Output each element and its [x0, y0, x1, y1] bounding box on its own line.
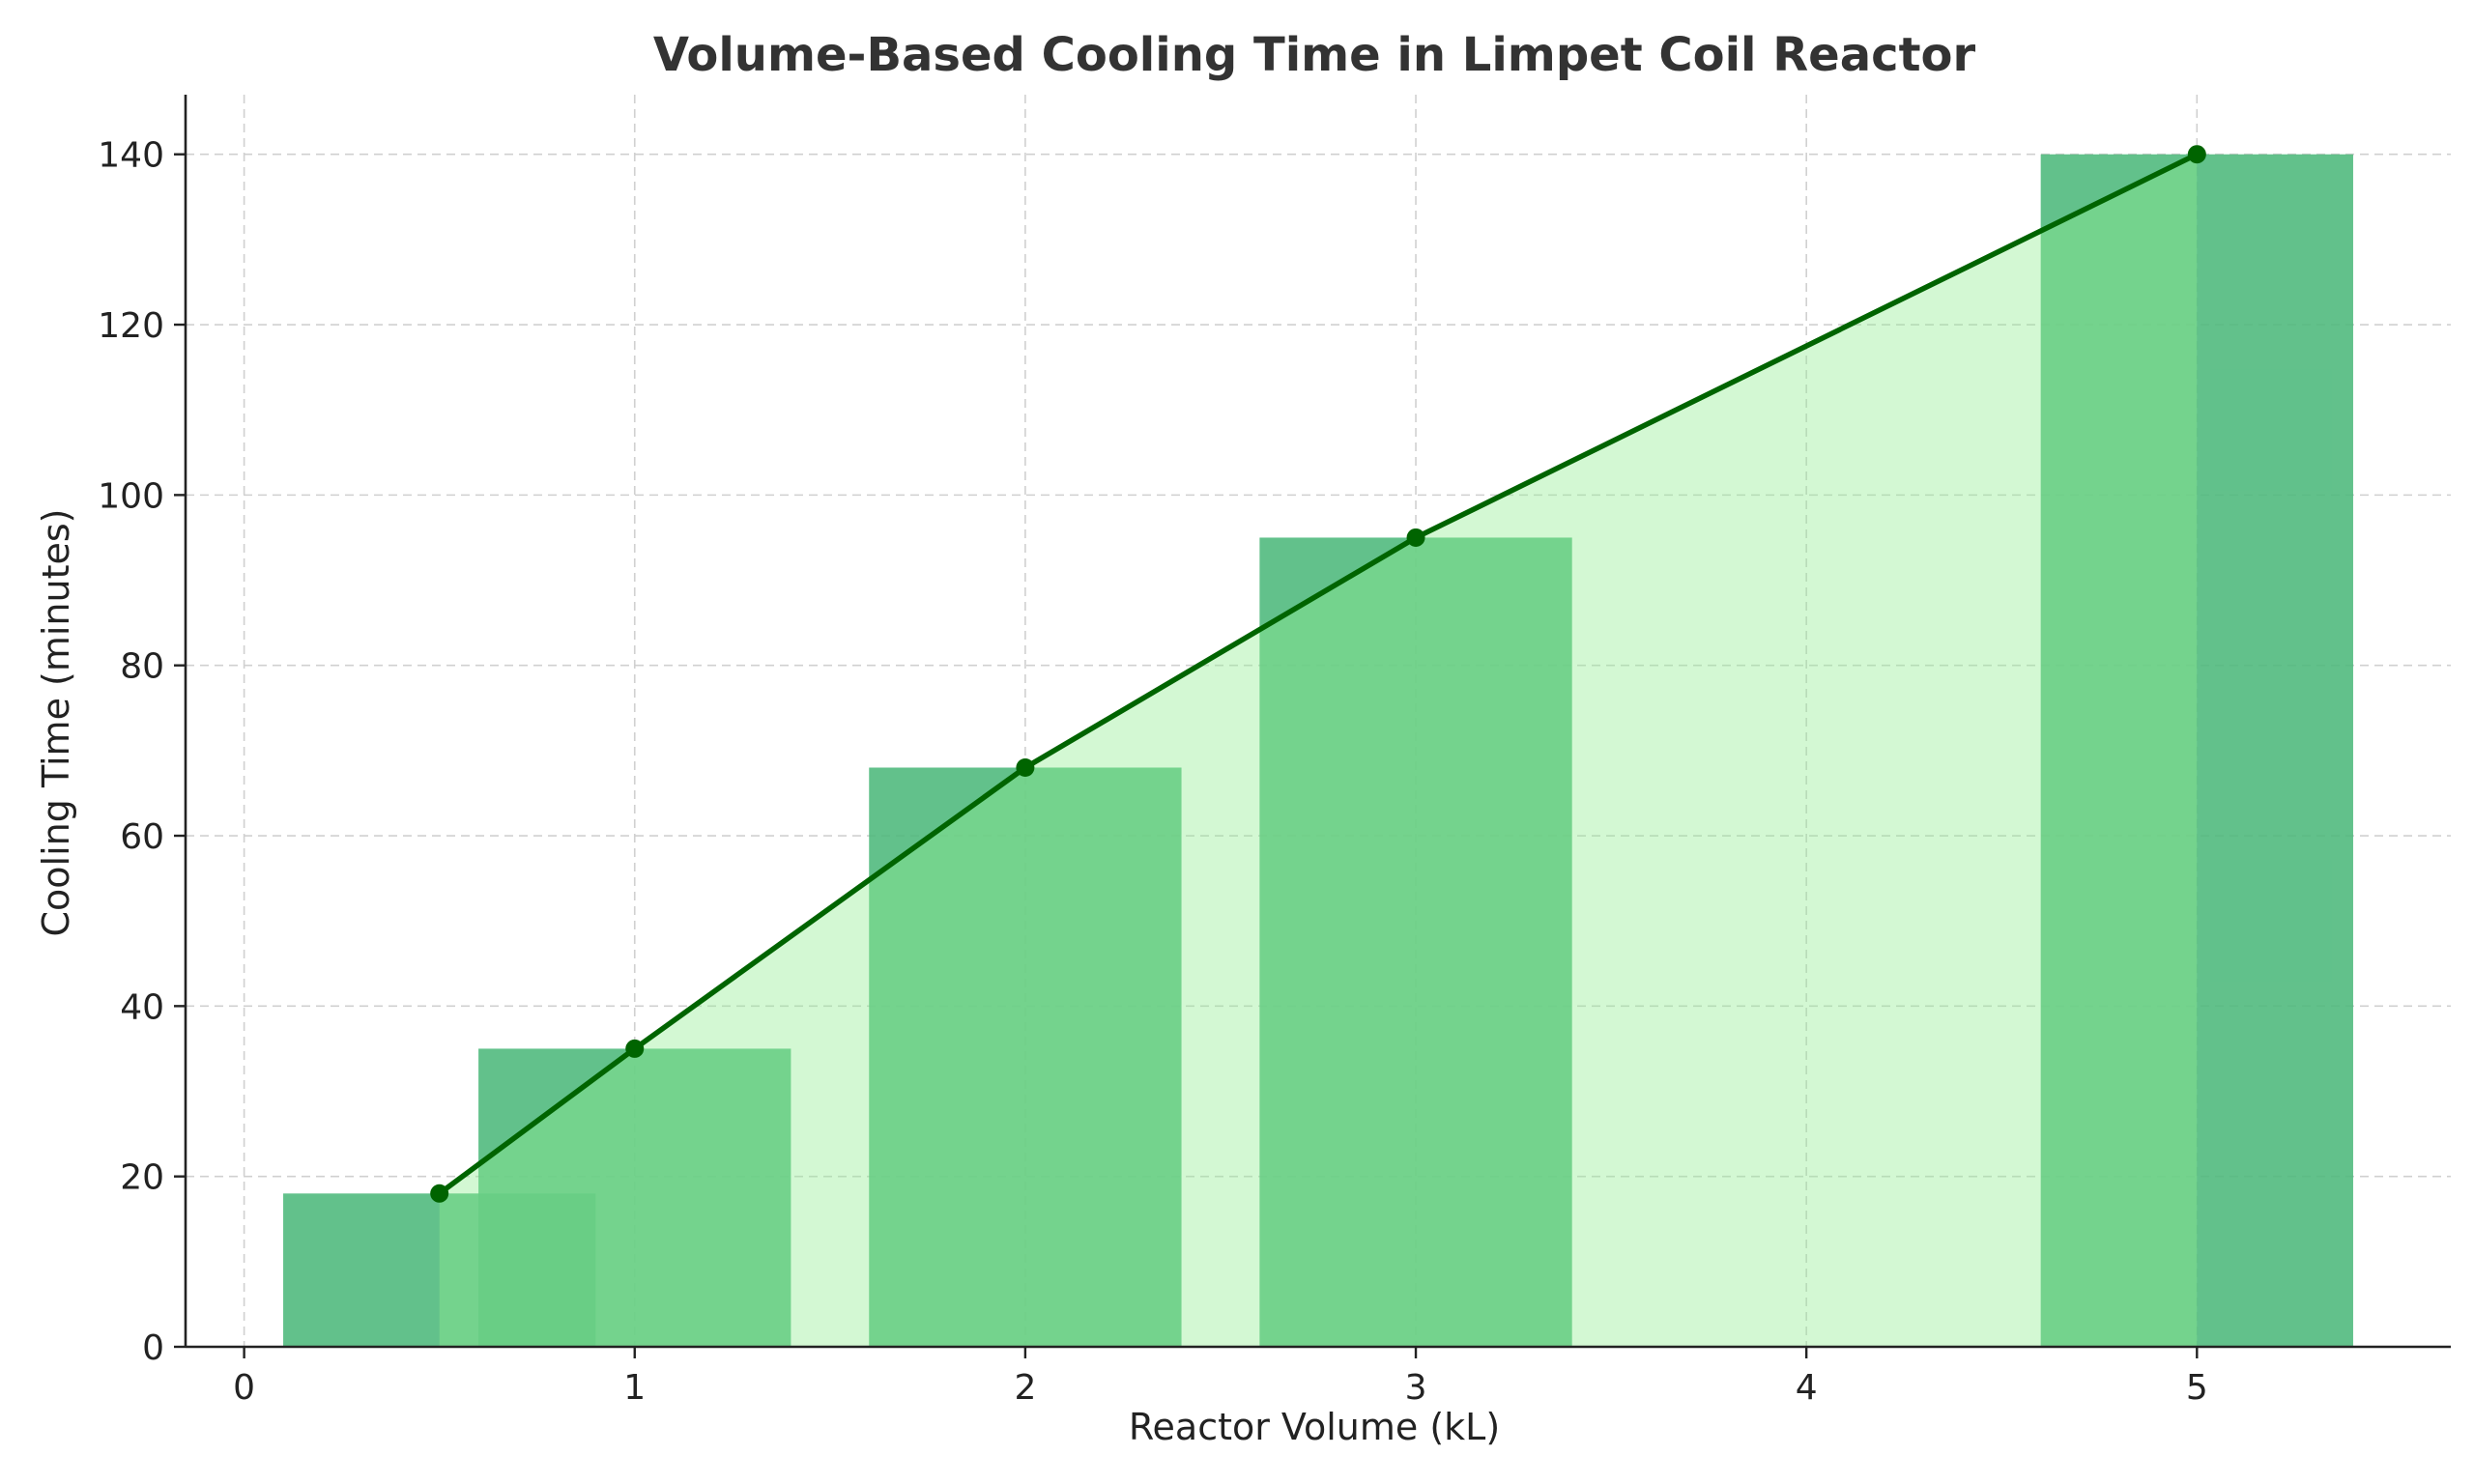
bar	[478, 1048, 791, 1347]
x-tick-label: 0	[233, 1368, 255, 1408]
x-axis-label: Reactor Volume (kL)	[1129, 1406, 1500, 1448]
y-tick-label: 0	[142, 1328, 164, 1368]
y-axis-label: Cooling Time (minutes)	[35, 509, 77, 937]
area-fill-path	[439, 154, 2198, 1348]
y-tick-label: 140	[98, 136, 164, 176]
y-tick-label: 80	[120, 647, 164, 687]
area-fill	[439, 154, 2198, 1348]
y-tick-label: 120	[98, 306, 164, 346]
x-tick-label: 2	[1014, 1368, 1036, 1408]
y-tick-label: 40	[120, 987, 164, 1027]
x-tick-label: 1	[623, 1368, 646, 1408]
bar	[2040, 154, 2353, 1348]
data-point	[1406, 528, 1425, 547]
x-tick-label: 3	[1405, 1368, 1427, 1408]
y-tick-label: 100	[98, 476, 164, 516]
bars	[283, 154, 2353, 1348]
bar	[1259, 537, 1572, 1347]
x-tick-label: 5	[2186, 1368, 2208, 1408]
data-point	[625, 1039, 645, 1058]
data-point	[2187, 145, 2206, 164]
bar	[869, 767, 1182, 1347]
axes: 0 1 2 3 4 5 0 20 40 60 80 100 120 140	[98, 95, 2451, 1408]
chart-title: Volume-Based Cooling Time in Limpet Coil…	[653, 28, 1976, 82]
data-point	[430, 1184, 449, 1203]
data-point	[1016, 757, 1035, 777]
y-tick-label: 60	[120, 817, 164, 857]
x-tick-label: 4	[1796, 1368, 1818, 1408]
y-tick-label: 20	[120, 1158, 164, 1198]
trend-line	[430, 145, 2206, 1203]
